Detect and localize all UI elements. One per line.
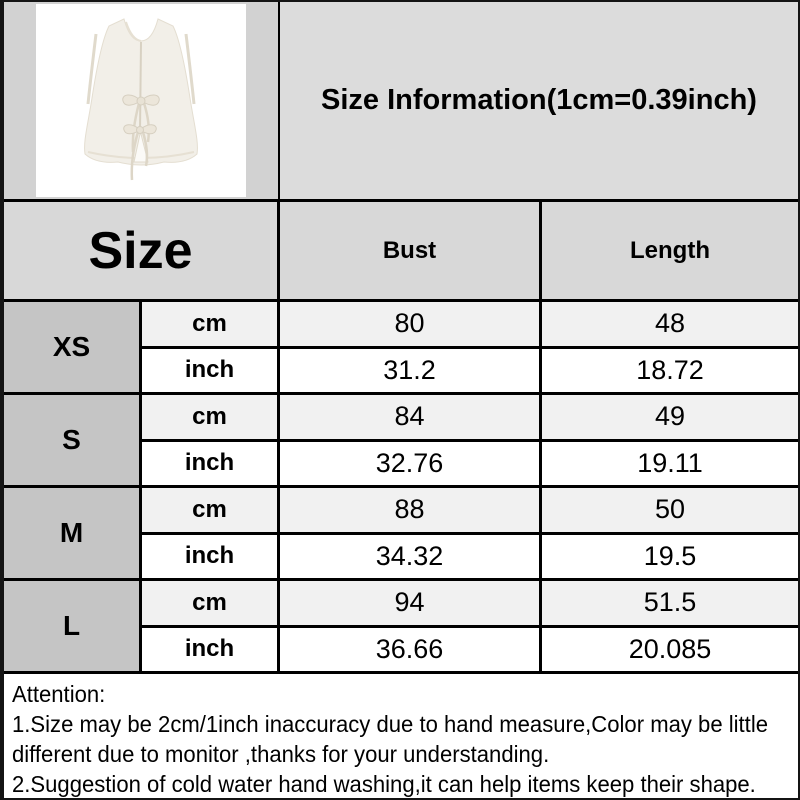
- value-s-cm-length: 49: [542, 395, 798, 442]
- size-label-xs: XS: [4, 302, 142, 395]
- product-photo-panel: [4, 2, 280, 199]
- value-m-cm-length: 50: [542, 488, 798, 535]
- value-xs-cm-length: 48: [542, 302, 798, 349]
- size-label-s: S: [4, 395, 142, 488]
- size-label-l: L: [4, 581, 142, 674]
- value-xs-inch-length: 18.72: [542, 348, 798, 395]
- note-line-2: different due to monitor ,thanks for you…: [12, 741, 550, 767]
- value-l-inch-bust: 36.66: [280, 627, 542, 674]
- column-header-length: Length: [542, 202, 798, 302]
- unit-label: inch: [142, 441, 280, 488]
- unit-label: inch: [142, 348, 280, 395]
- size-table: Size Bust Length XS cm 80 48 inch 31.2 1…: [4, 202, 798, 674]
- page-title: Size Information(1cm=0.39inch): [321, 84, 757, 116]
- value-m-inch-length: 19.5: [542, 534, 798, 581]
- value-xs-cm-bust: 80: [280, 302, 542, 349]
- value-xs-inch-bust: 31.2: [280, 348, 542, 395]
- attention-heading: Attention:: [12, 681, 106, 707]
- value-l-inch-length: 20.085: [542, 627, 798, 674]
- value-s-cm-bust: 84: [280, 395, 542, 442]
- unit-label: inch: [142, 627, 280, 674]
- column-header-size: Size: [4, 202, 280, 302]
- unit-label: cm: [142, 581, 280, 628]
- value-s-inch-bust: 32.76: [280, 441, 542, 488]
- value-m-cm-bust: 88: [280, 488, 542, 535]
- column-header-bust: Bust: [280, 202, 542, 302]
- unit-label: inch: [142, 534, 280, 581]
- attention-notes: Attention: 1.Size may be 2cm/1inch inacc…: [4, 674, 798, 798]
- note-line-3: 2.Suggestion of cold water hand washing,…: [12, 771, 756, 797]
- value-m-inch-bust: 34.32: [280, 534, 542, 581]
- title-panel: Size Information(1cm=0.39inch): [280, 2, 798, 199]
- vest-illustration-icon: [84, 18, 198, 181]
- unit-label: cm: [142, 302, 280, 349]
- value-s-inch-length: 19.11: [542, 441, 798, 488]
- unit-label: cm: [142, 395, 280, 442]
- value-l-cm-bust: 94: [280, 581, 542, 628]
- value-l-cm-length: 51.5: [542, 581, 798, 628]
- product-photo: [36, 4, 246, 197]
- top-section: Size Information(1cm=0.39inch): [4, 2, 798, 202]
- size-label-m: M: [4, 488, 142, 581]
- unit-label: cm: [142, 488, 280, 535]
- note-line-1: 1.Size may be 2cm/1inch inaccuracy due t…: [12, 711, 769, 737]
